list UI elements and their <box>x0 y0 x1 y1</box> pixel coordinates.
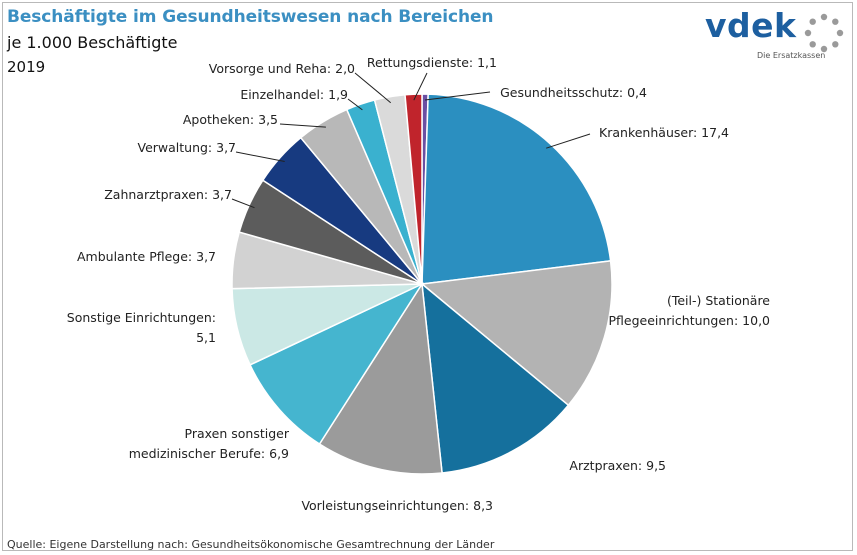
slice-labels: Gesundheitsschutz: 0,4 Krankenhäuser: 17,… <box>67 55 771 513</box>
leader-line <box>546 133 591 149</box>
leader-line <box>413 72 428 101</box>
pie-slice-krankenhäuser <box>421 93 612 285</box>
dotted-ring-icon <box>804 13 844 53</box>
leader-line <box>231 198 255 209</box>
pie-slice-vorleistungseinrichtungen <box>318 281 443 475</box>
slice-label: Einzelhandel: 1,9 <box>240 87 348 102</box>
pie-slice-rettungsdienste <box>404 93 423 285</box>
slice-label: Vorleistungseinrichtungen: 8,3 <box>301 498 493 513</box>
leader-lines <box>231 72 591 209</box>
slice-label: Vorsorge und Reha: 2,0 <box>209 61 355 76</box>
source-note: Quelle: Eigene Darstellung nach: Gesundh… <box>7 538 495 551</box>
slice-label: Rettungsdienste: 1,1 <box>367 55 497 70</box>
slice-label: Sonstige Einrichtungen: 5,1 <box>67 310 216 345</box>
slice-label: Gesundheitsschutz: 0,4 <box>500 85 647 100</box>
slice-label: Zahnarztpraxen: 3,7 <box>104 187 232 202</box>
slice-label: Arztpraxen: 9,5 <box>569 458 666 473</box>
leader-line <box>279 123 326 128</box>
slice-label: Krankenhäuser: 17,4 <box>599 125 729 140</box>
chart-year: 2019 <box>7 58 46 76</box>
pie-slices <box>231 93 613 475</box>
logo-tagline: Die Ersatzkassen <box>757 51 826 60</box>
leader-line <box>347 98 363 111</box>
chart-title: Beschäftigte im Gesundheitswesen nach Be… <box>7 7 494 27</box>
slice-label: Apotheken: 3,5 <box>183 112 278 127</box>
chart-subtitle: je 1.000 Beschäftigte <box>7 33 178 52</box>
vdek-logo: vdek Die Ersatzkassen <box>705 6 849 64</box>
pie-slice-arztpraxen <box>421 282 570 474</box>
slice-label: Praxen sonstiger medizinischer Berufe: 6,… <box>129 426 290 461</box>
leader-line <box>354 72 392 104</box>
pie-slice-praxen-sonstiger-medizinischer-berufe <box>249 282 425 446</box>
logo-wordmark: vdek <box>705 6 797 45</box>
slice-label: (Teil-) Stationäre Pflegeeinrichtungen: 1… <box>608 293 770 328</box>
pie-slice-teil-stationäre-pflegeeinrichtungen <box>420 260 613 407</box>
leader-line <box>424 91 491 101</box>
slice-label: Verwaltung: 3,7 <box>137 140 236 155</box>
leader-line <box>235 151 285 162</box>
slice-label: Ambulante Pflege: 3,7 <box>77 249 216 264</box>
